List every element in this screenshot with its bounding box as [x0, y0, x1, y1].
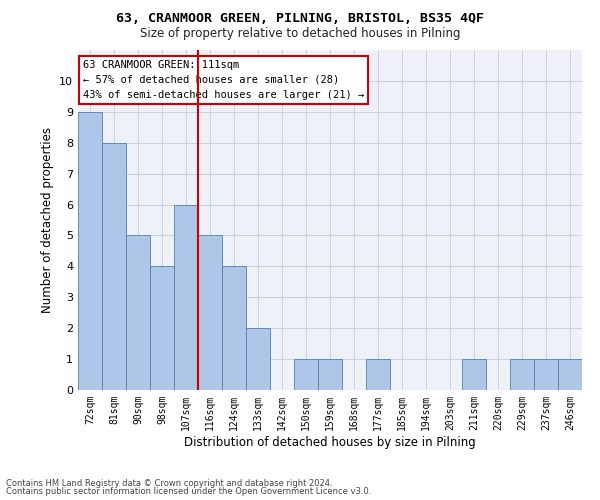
Text: Contains HM Land Registry data © Crown copyright and database right 2024.: Contains HM Land Registry data © Crown c…	[6, 478, 332, 488]
Bar	[294, 359, 318, 390]
Bar	[366, 359, 390, 390]
Bar	[222, 266, 246, 390]
Bar	[510, 359, 534, 390]
Text: Size of property relative to detached houses in Pilning: Size of property relative to detached ho…	[140, 28, 460, 40]
Bar	[150, 266, 174, 390]
Bar	[126, 236, 150, 390]
Bar	[246, 328, 270, 390]
X-axis label: Distribution of detached houses by size in Pilning: Distribution of detached houses by size …	[184, 436, 476, 448]
Bar	[78, 112, 102, 390]
Bar	[198, 236, 222, 390]
Bar	[558, 359, 582, 390]
Y-axis label: Number of detached properties: Number of detached properties	[41, 127, 53, 313]
Bar	[462, 359, 486, 390]
Bar	[174, 204, 198, 390]
Bar	[534, 359, 558, 390]
Bar	[318, 359, 342, 390]
Text: 63 CRANMOOR GREEN: 111sqm
← 57% of detached houses are smaller (28)
43% of semi-: 63 CRANMOOR GREEN: 111sqm ← 57% of detac…	[83, 60, 364, 100]
Text: 63, CRANMOOR GREEN, PILNING, BRISTOL, BS35 4QF: 63, CRANMOOR GREEN, PILNING, BRISTOL, BS…	[116, 12, 484, 26]
Bar	[102, 142, 126, 390]
Text: Contains public sector information licensed under the Open Government Licence v3: Contains public sector information licen…	[6, 487, 371, 496]
